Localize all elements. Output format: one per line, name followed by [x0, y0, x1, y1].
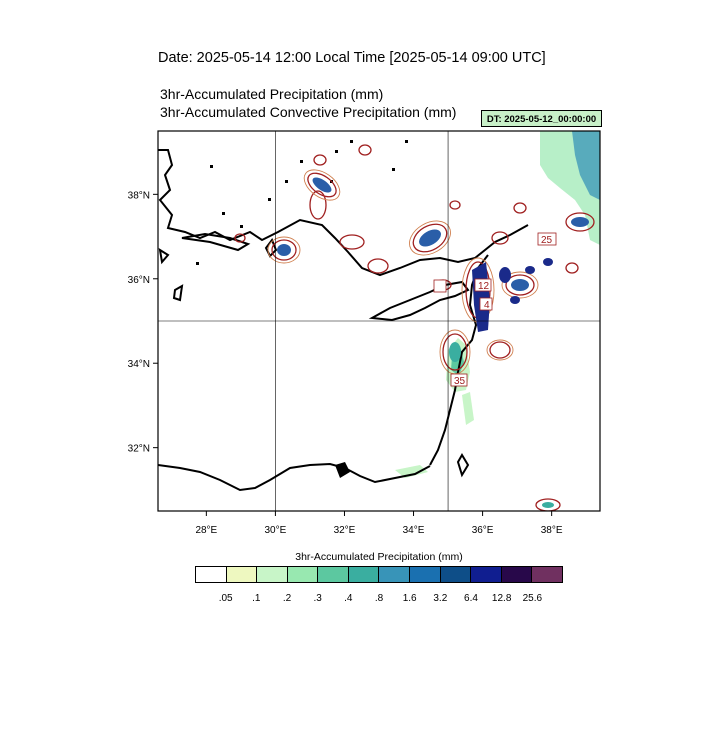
colorbar-swatch	[286, 567, 318, 582]
colorbar-label: 1.6	[402, 593, 417, 604]
aegean-island-1	[172, 284, 184, 302]
colorbar-label: 3.2	[433, 593, 448, 604]
precip-patch-ne-core	[572, 131, 600, 200]
dt-badge: DT: 2025-05-12_00:00:00	[481, 110, 602, 127]
gridlines	[158, 131, 600, 511]
x-tick-label: 32°E	[334, 525, 356, 536]
colorbar-swatch	[256, 567, 287, 582]
contour-label: 25	[541, 235, 553, 246]
colorbar-swatch	[500, 567, 532, 582]
colorbar-label: 12.8	[491, 593, 512, 604]
colorbar-swatch	[347, 567, 379, 582]
precip-patch-sinai	[395, 465, 428, 478]
variable-title-precip: 3hr-Accumulated Precipitation (mm)	[160, 86, 384, 102]
colorbar-label: .1	[252, 593, 261, 604]
colorbar-swatch	[409, 567, 440, 582]
contour-label-group: 25 12 4 35	[433, 232, 557, 387]
coast-dots	[196, 140, 408, 478]
egypt-coast	[158, 462, 431, 492]
x-tick-label: 36°E	[472, 525, 494, 536]
colorbar	[195, 566, 563, 583]
levant-coast	[429, 254, 489, 466]
colorbar-swatch	[531, 567, 562, 582]
colorbar-label: .8	[374, 593, 384, 604]
contour-label: 4	[484, 300, 490, 311]
colorbar-swatch	[196, 567, 226, 582]
date-title: Date: 2025-05-14 12:00 Local Time [2025-…	[158, 50, 546, 66]
x-tick-label: 30°E	[265, 525, 287, 536]
colorbar-label: .3	[313, 593, 322, 604]
variable-title-convective: 3hr-Accumulated Convective Precipitation…	[160, 104, 457, 120]
colorbar-label: .2	[282, 593, 292, 604]
colorbar-swatch	[470, 567, 501, 582]
levant-inland	[456, 453, 470, 478]
colorbar-label: .4	[344, 593, 353, 604]
colorbar-swatch	[317, 567, 348, 582]
contour-label: 12	[478, 281, 490, 292]
colorbar-labels: .05 .1 .2 .3 .4 .8 1.6 3.2 6.4 12.8 25.6	[195, 593, 563, 607]
colorbar-label: 25.6	[522, 593, 543, 604]
x-tick-label: 38°E	[541, 525, 563, 536]
colorbar-swatch	[378, 567, 410, 582]
cyprus	[368, 280, 470, 322]
y-tick-label: 32°N	[128, 444, 150, 455]
crete	[181, 232, 251, 252]
precip-patch-sea	[462, 392, 474, 425]
contour-label: 35	[454, 376, 466, 387]
colorbar-title: 3hr-Accumulated Precipitation (mm)	[295, 551, 463, 563]
map-frame	[157, 130, 601, 512]
map-content: 25 12 4 35	[158, 131, 600, 511]
x-tick-label: 34°E	[403, 525, 425, 536]
coastlines	[158, 149, 529, 492]
axis-ticks: 28°E 30°E 32°E 34°E 36°E 38°E 32°N 34°N 36°N 38°N	[128, 190, 563, 536]
colorbar-label: 6.4	[464, 593, 478, 604]
anatolia-coast	[158, 149, 529, 277]
x-tick-label: 28°E	[195, 525, 217, 536]
y-tick-label: 34°N	[128, 359, 150, 370]
precip-cells	[234, 144, 595, 511]
y-tick-label: 36°N	[128, 275, 150, 286]
colorbar-swatch	[225, 567, 257, 582]
y-tick-label: 38°N	[128, 190, 150, 201]
colorbar-swatch	[439, 567, 471, 582]
aegean-island-2	[158, 247, 170, 265]
colorbar-label: .05	[218, 593, 233, 604]
